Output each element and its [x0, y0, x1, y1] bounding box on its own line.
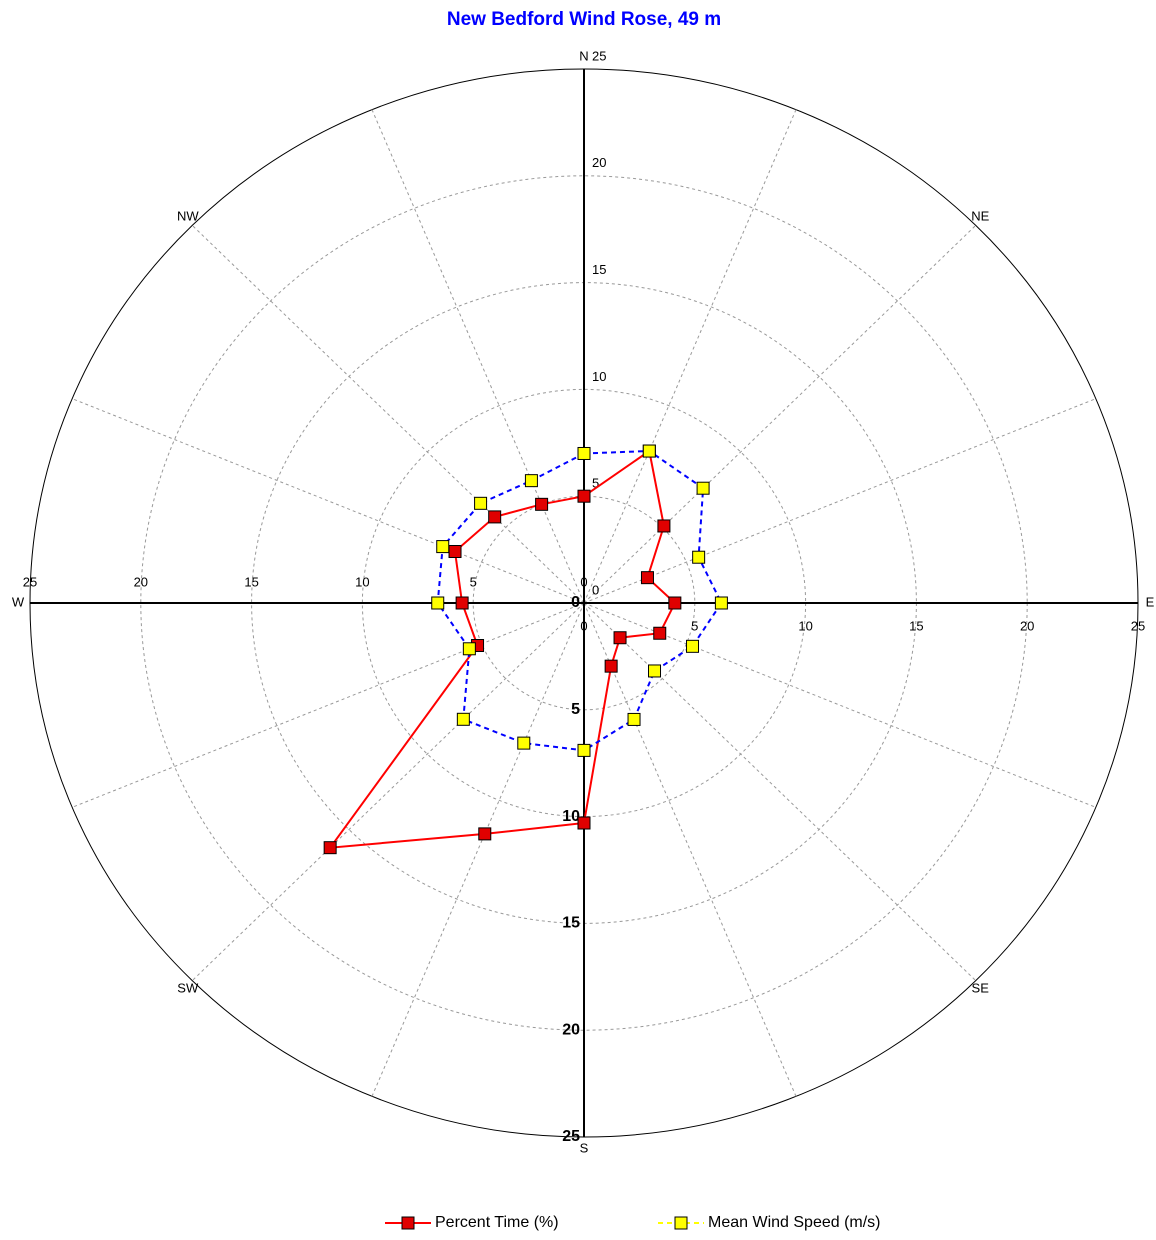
data-marker — [448, 545, 462, 559]
data-marker — [692, 550, 706, 564]
r-tick-label: 15 — [592, 262, 606, 277]
r-tick-label bold: 20 — [562, 1021, 580, 1038]
grid-spoke — [191, 225, 585, 604]
grid-spoke — [583, 602, 1097, 808]
data-marker — [627, 712, 641, 726]
direction-label: NW — [177, 208, 199, 223]
data-marker — [640, 571, 654, 585]
r-tick-label: 5 — [592, 476, 599, 491]
data-marker — [535, 497, 549, 511]
r-tick-label: 25 — [23, 574, 37, 589]
data-marker — [714, 596, 728, 610]
legend-marker — [674, 1216, 688, 1230]
r-tick-label bold: 25 — [562, 1128, 580, 1145]
data-marker — [577, 816, 591, 830]
data-marker — [577, 743, 591, 757]
direction-label: S — [580, 1140, 589, 1155]
r-tick-label: 25 — [1131, 618, 1145, 633]
grid-spoke — [371, 109, 585, 604]
data-marker — [488, 510, 502, 524]
grid-spoke — [583, 109, 797, 604]
data-marker — [474, 496, 488, 510]
legend-marker — [401, 1216, 415, 1230]
r-tick-label: 10 — [592, 369, 606, 384]
data-marker — [653, 626, 667, 640]
data-marker — [577, 446, 591, 460]
grid-spoke — [71, 602, 585, 808]
data-marker — [323, 841, 337, 855]
data-marker — [462, 642, 476, 656]
r-tick-label: 0 — [580, 574, 587, 589]
direction-label: SW — [177, 981, 199, 996]
data-marker — [577, 489, 591, 503]
data-marker — [436, 540, 450, 554]
r-tick-label: 0 — [580, 618, 587, 633]
data-marker — [517, 736, 531, 750]
direction-label: NE — [971, 208, 989, 223]
r-tick-label: 10 — [798, 618, 812, 633]
data-marker — [604, 659, 618, 673]
r-tick-label bold: 5 — [571, 701, 580, 718]
r-tick-label: 15 — [909, 618, 923, 633]
grid-spoke — [71, 398, 585, 604]
data-marker — [478, 827, 492, 841]
grid-spoke — [583, 398, 1097, 604]
legend-label: Percent Time (%) — [435, 1214, 559, 1231]
grid-spoke — [371, 602, 585, 1097]
data-marker — [455, 596, 469, 610]
data-marker — [648, 664, 662, 678]
data-marker — [524, 474, 538, 488]
direction-label: E — [1146, 594, 1155, 609]
r-tick-label bold: 15 — [562, 915, 580, 932]
data-marker — [642, 444, 656, 458]
direction-label: SE — [972, 981, 990, 996]
chart-title: New Bedford Wind Rose, 49 m — [447, 9, 721, 30]
r-tick-label: 5 — [470, 574, 477, 589]
legend-label: Mean Wind Speed (m/s) — [708, 1214, 881, 1231]
data-marker — [613, 631, 627, 645]
data-marker — [668, 596, 682, 610]
grid-spoke — [191, 602, 585, 981]
grid-spoke — [583, 225, 977, 604]
r-tick-label: 15 — [244, 574, 258, 589]
r-tick-label: 20 — [592, 155, 606, 170]
r-tick-label: 0 — [592, 582, 599, 597]
grid-spoke — [583, 602, 797, 1097]
r-tick-label: 25 — [592, 48, 606, 63]
data-marker — [686, 639, 700, 653]
series-line — [328, 449, 677, 849]
direction-label: N — [579, 48, 588, 63]
data-marker — [431, 596, 445, 610]
data-marker — [696, 481, 710, 495]
r-tick-label: 20 — [134, 574, 148, 589]
direction-label: W — [12, 594, 25, 609]
data-marker — [456, 712, 470, 726]
grid-spoke — [583, 602, 977, 981]
data-marker — [657, 519, 671, 533]
r-tick-label bold: 10 — [562, 808, 580, 825]
r-tick-label: 10 — [355, 574, 369, 589]
r-tick-label: 20 — [1020, 618, 1034, 633]
r-tick-label bold: 0 — [571, 594, 580, 611]
r-tick-label: 5 — [691, 618, 698, 633]
